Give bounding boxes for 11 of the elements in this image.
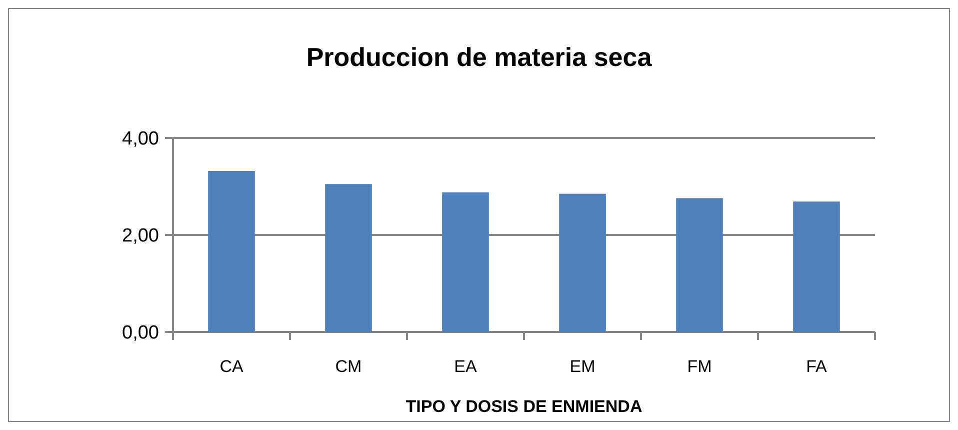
x-axis-title: TIPO Y DOSIS DE ENMIENDA <box>406 397 642 416</box>
y-tick-label: 4,00 <box>122 128 159 150</box>
x-tick-label: CM <box>335 357 362 376</box>
x-tick-label: CA <box>220 357 244 376</box>
chart-title: Produccion de materia seca <box>306 42 652 72</box>
x-tick-label: EM <box>570 357 596 376</box>
y-tick-label: 0,00 <box>122 322 159 344</box>
x-tick-label: EA <box>454 357 478 376</box>
x-tick-label: FM <box>687 357 712 376</box>
y-tick-label: 2,00 <box>122 226 159 247</box>
x-tick-label: FA <box>806 357 828 376</box>
